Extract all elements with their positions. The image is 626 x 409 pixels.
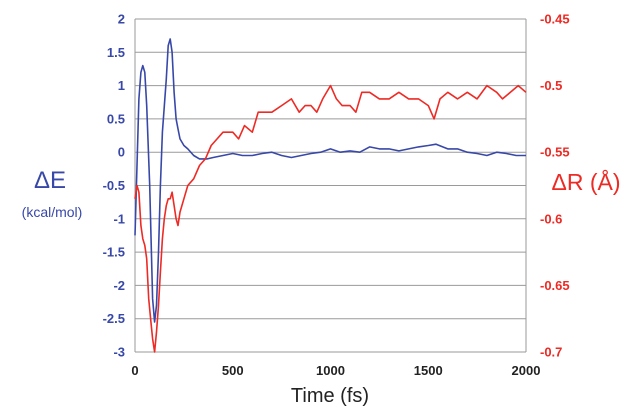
- left-tick-label: -0.5: [103, 178, 125, 193]
- right-axis-title: ΔR (Å): [551, 168, 620, 195]
- distance-series-line: [134, 84, 527, 353]
- grid-lines: [134, 18, 527, 353]
- energy-series-line: [134, 38, 526, 323]
- left-tick-label: 0: [118, 145, 125, 160]
- x-tick-label: 2000: [512, 363, 541, 378]
- left-tick-label: 1: [118, 78, 125, 93]
- left-tick-label: -3: [113, 345, 125, 360]
- x-tick-label: 1500: [414, 363, 443, 378]
- right-tick-label: -0.5: [540, 78, 562, 93]
- right-tick-label: -0.7: [540, 345, 562, 360]
- distance-series-group: [134, 84, 527, 353]
- left-tick-label: 2: [118, 12, 125, 27]
- left-axis-symbol: ΔE: [34, 167, 66, 194]
- left-axis-ticks: 2 1.5 1 0.5 0 -0.5 -1 -1.5 -2 -2.5 -3: [103, 12, 125, 360]
- x-tick-label: 1000: [316, 363, 345, 378]
- right-tick-label: -0.45: [540, 12, 570, 27]
- x-axis-ticks: 0 500 1000 1500 2000: [131, 363, 540, 378]
- right-tick-label: -0.65: [540, 278, 570, 293]
- left-tick-label: -2.5: [103, 311, 125, 326]
- energy-series-group: [134, 38, 526, 323]
- x-tick-label: 500: [222, 363, 244, 378]
- x-axis-title: Time (fs): [291, 385, 369, 407]
- left-tick-label: 0.5: [107, 111, 125, 126]
- left-tick-label: 1.5: [107, 45, 125, 60]
- right-tick-label: -0.55: [540, 145, 570, 160]
- x-tick-label: 0: [131, 363, 138, 378]
- left-axis-unit: (kcal/mol): [22, 204, 83, 220]
- right-tick-label: -0.6: [540, 211, 562, 226]
- left-tick-label: -1.5: [103, 245, 125, 260]
- left-tick-label: -1: [113, 211, 125, 226]
- left-tick-label: -2: [113, 278, 125, 293]
- right-axis-ticks: -0.45 -0.5 -0.55 -0.6 -0.65 -0.7: [540, 12, 570, 360]
